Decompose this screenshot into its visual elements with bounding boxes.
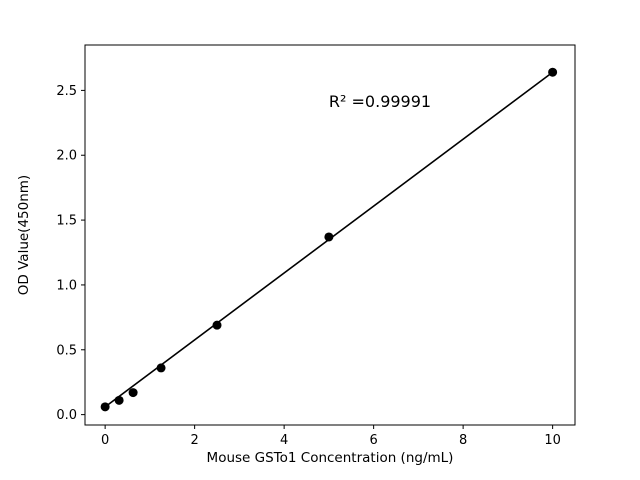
x-tick-label: 6 [369,433,377,448]
data-point [324,232,334,242]
data-point [156,363,166,373]
y-tick-label: 1.0 [56,278,77,293]
x-tick-label: 2 [190,433,198,448]
plot-frame [84,44,576,426]
x-tick-label: 8 [459,433,467,448]
x-tick-label: 10 [544,433,561,448]
y-tick-label: 2.0 [56,149,77,164]
x-tick-label: 4 [280,433,288,448]
x-tick-label: 0 [101,433,109,448]
y-tick-label: 0.5 [56,343,77,358]
y-tick-label: 1.5 [56,214,77,229]
data-point [128,388,138,398]
data-point [212,320,222,330]
y-tick-label: 0.0 [56,408,77,423]
r-squared-annotation: R² =0.99991 [329,92,431,111]
x-axis-label: Mouse GSTo1 Concentration (ng/mL) [207,450,454,466]
data-point [114,395,124,405]
y-tick-label: 2.5 [56,84,77,99]
data-point [100,402,110,412]
plot-area: 0 2 4 6 8 10 0.0 0.5 1.0 1.5 2.0 2.5 [56,44,576,448]
y-axis-label: OD Value(450nm) [16,175,32,295]
data-point [548,67,558,77]
